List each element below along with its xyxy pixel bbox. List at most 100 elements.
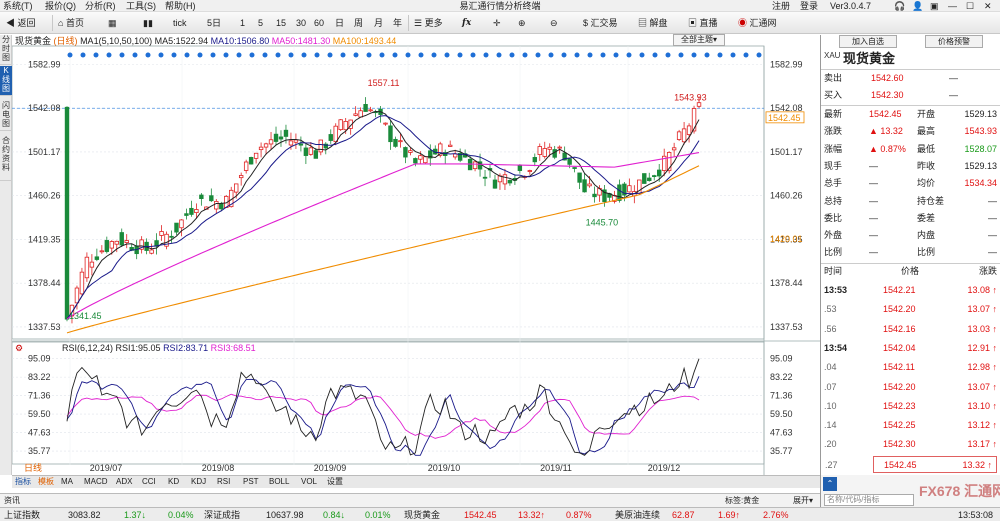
candle-body[interactable]: [99, 250, 105, 253]
event-marker[interactable]: [236, 52, 242, 58]
tab-contract[interactable]: 合约资料: [0, 136, 12, 181]
price-alert-button[interactable]: 价格预警: [925, 35, 983, 48]
period-5day[interactable]: 5日: [207, 18, 222, 28]
event-marker[interactable]: [249, 52, 255, 58]
zhibo-button[interactable]: ▣ 直播: [688, 16, 718, 30]
event-marker[interactable]: [444, 52, 450, 58]
indicator-tab[interactable]: PST: [243, 477, 259, 486]
indicator-tab[interactable]: KD: [168, 477, 180, 486]
period-week[interactable]: 周: [354, 18, 364, 28]
event-marker[interactable]: [301, 52, 307, 58]
candle-body[interactable]: [338, 119, 343, 131]
candle-body[interactable]: [189, 207, 194, 215]
candle-body[interactable]: [124, 240, 129, 243]
event-marker[interactable]: [171, 52, 177, 58]
tick-button[interactable]: tick: [173, 18, 187, 28]
indicator-tab[interactable]: 指标: [15, 477, 31, 486]
expand-button[interactable]: 展开▾: [793, 496, 814, 505]
candle-body[interactable]: [234, 183, 239, 193]
period-day[interactable]: 日: [335, 18, 345, 28]
event-marker[interactable]: [314, 52, 320, 58]
event-marker[interactable]: [457, 52, 463, 58]
back-button[interactable]: ◀ 返回: [6, 18, 36, 28]
crosshair-icon[interactable]: ✛: [493, 18, 501, 28]
candle-body[interactable]: [532, 157, 537, 163]
indicator-tab[interactable]: VOL: [301, 477, 318, 486]
event-marker[interactable]: [366, 52, 372, 58]
status-item[interactable]: 美原油连续: [615, 510, 661, 520]
candle-body[interactable]: [582, 179, 587, 193]
candle-body[interactable]: [666, 152, 672, 172]
candle-body[interactable]: [482, 176, 488, 179]
event-marker[interactable]: [106, 52, 112, 58]
indicator-tab[interactable]: 设置: [327, 477, 343, 486]
event-marker[interactable]: [431, 52, 437, 58]
event-marker[interactable]: [197, 52, 203, 58]
headset-icon[interactable]: 🎧: [894, 1, 906, 11]
candle-body[interactable]: [139, 239, 144, 250]
candle-body[interactable]: [617, 184, 622, 201]
close-icon[interactable]: ✕: [984, 1, 992, 11]
tab-timeshare[interactable]: 分时图: [0, 35, 12, 65]
menu-help[interactable]: 帮助(H): [165, 1, 196, 11]
candle-body[interactable]: [169, 235, 174, 238]
candle-body[interactable]: [527, 170, 533, 172]
candle-body[interactable]: [268, 139, 274, 145]
candle-body[interactable]: [283, 129, 289, 137]
candle-body[interactable]: [119, 232, 124, 246]
candle-body[interactable]: [174, 222, 179, 233]
candle-body[interactable]: [253, 152, 259, 159]
event-marker[interactable]: [574, 52, 580, 58]
candle-body[interactable]: [64, 106, 70, 320]
candle-body[interactable]: [74, 287, 80, 304]
candle-body[interactable]: [273, 133, 279, 142]
candle-body[interactable]: [413, 158, 418, 164]
candle-body[interactable]: [676, 131, 682, 140]
candle-body[interactable]: [293, 139, 299, 143]
indicator-tab[interactable]: CCI: [142, 477, 156, 486]
event-marker[interactable]: [379, 52, 385, 58]
formula-icon[interactable]: fx: [462, 18, 472, 28]
candle-body[interactable]: [681, 128, 687, 143]
event-marker[interactable]: [561, 52, 567, 58]
candle-body[interactable]: [388, 125, 393, 143]
candle-body[interactable]: [393, 138, 398, 147]
event-marker[interactable]: [470, 52, 476, 58]
candle-body[interactable]: [214, 201, 219, 210]
event-marker[interactable]: [158, 52, 164, 58]
candle-body[interactable]: [164, 233, 169, 247]
candle-body[interactable]: [89, 261, 95, 268]
candle-body[interactable]: [438, 143, 443, 156]
candle-body[interactable]: [602, 189, 607, 203]
event-marker[interactable]: [600, 52, 606, 58]
candle-body[interactable]: [353, 113, 358, 116]
indicator-tab[interactable]: MA: [61, 477, 73, 486]
event-marker[interactable]: [483, 52, 489, 58]
candle-body[interactable]: [363, 104, 368, 112]
candle-body[interactable]: [323, 143, 328, 149]
grid-icon[interactable]: ▦: [108, 18, 117, 28]
candle-body[interactable]: [587, 183, 592, 187]
event-marker[interactable]: [639, 52, 645, 58]
candle-body[interactable]: [303, 147, 309, 156]
candle-body[interactable]: [248, 157, 254, 165]
home-button[interactable]: ⌂ 首页: [58, 16, 84, 30]
event-marker[interactable]: [210, 52, 216, 58]
tab-kline[interactable]: K线图: [0, 66, 12, 96]
candle-body[interactable]: [94, 256, 100, 260]
candle-body[interactable]: [79, 271, 85, 295]
event-marker[interactable]: [548, 52, 554, 58]
event-marker[interactable]: [262, 52, 268, 58]
candle-body[interactable]: [547, 146, 552, 150]
chart-area[interactable]: 1582.99 1582.99 1542.08 1542.08 1501.17 1501.…: [12, 34, 820, 475]
register-link[interactable]: 注册: [772, 1, 791, 11]
indicator-tab[interactable]: MACD: [84, 477, 108, 486]
period-30[interactable]: 30: [296, 18, 307, 28]
event-marker[interactable]: [756, 52, 762, 58]
candle-body[interactable]: [661, 155, 667, 171]
huitong-button[interactable]: ◉ 汇通网: [738, 16, 777, 30]
candle-body[interactable]: [627, 185, 632, 193]
event-marker[interactable]: [132, 52, 138, 58]
subject-dropdown[interactable]: 全部主题▾: [673, 34, 725, 46]
candle-body[interactable]: [403, 147, 408, 158]
